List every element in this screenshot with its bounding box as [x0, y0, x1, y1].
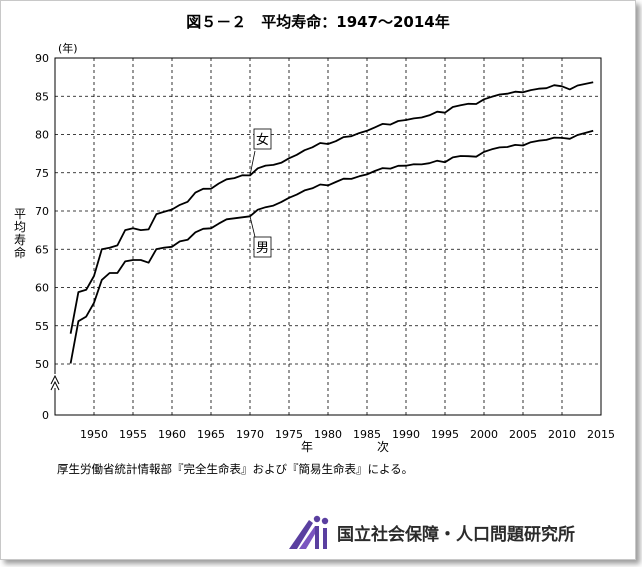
x-tick-label: 1960 — [158, 428, 186, 441]
series-callouts: 女男 — [249, 128, 272, 258]
x-tick-label: 1990 — [392, 428, 420, 441]
y-tick-label: 75 — [35, 167, 49, 180]
axes — [50, 57, 602, 416]
plot-frame — [54, 57, 602, 416]
y-tick-label: 70 — [35, 205, 49, 218]
x-axis-label: 年 次 — [301, 440, 416, 454]
callout-box-male — [253, 236, 272, 258]
x-tick-label: 1955 — [119, 428, 147, 441]
y-axis-label: 平均寿命 — [13, 207, 26, 260]
ipss-logo-icon — [289, 515, 329, 549]
y-tick-label: 65 — [35, 243, 49, 256]
x-tick-label: 1995 — [431, 428, 459, 441]
x-tick-label: 1985 — [353, 428, 381, 441]
x-tick-label: 1950 — [80, 428, 108, 441]
grid-lines — [55, 58, 601, 415]
institute-logo: 国立社会保障・人口問題研究所 — [287, 512, 575, 552]
line-chart: 1950 1955 1960 1965 1970 1975 1980 1985 1990 1995… — [35, 41, 615, 441]
y-tick-label-zero: 0 — [42, 409, 49, 422]
y-tick-label: 90 — [35, 52, 49, 65]
x-tick-label: 1970 — [236, 428, 264, 441]
x-tick-label: 1980 — [314, 428, 342, 441]
x-tick-label: 2005 — [509, 428, 537, 441]
y-tick-label: 55 — [35, 320, 49, 333]
callout-box-female — [253, 128, 272, 150]
series-line-female — [69, 81, 594, 334]
x-tick-label: 1965 — [197, 428, 225, 441]
source-note: 厚生労働省統計情報部『完全生命表』および『簡易生命表』による。 — [57, 462, 414, 476]
callout-leader-male — [249, 216, 256, 238]
y-tick-label: 80 — [35, 129, 49, 142]
tick-labels: 1950 1955 1960 1965 1970 1975 1980 1985 1990 1995… — [35, 41, 615, 441]
y-tick-label: 50 — [35, 358, 49, 371]
y-unit-label: (年) — [58, 41, 78, 55]
y-tick-label: 85 — [35, 90, 49, 103]
figure-frame: 図５－２ 平均寿命：1947～2014年 平均寿命 1950 1955 1960 19… — [0, 0, 636, 560]
institute-name: 国立社会保障・人口問題研究所 — [337, 524, 575, 545]
series-line-male — [69, 129, 594, 364]
chart-title: 図５－２ 平均寿命：1947～2014年 — [186, 13, 450, 31]
series-label-female: 女 — [256, 132, 269, 148]
y-tick-label: 60 — [35, 282, 49, 295]
axis-break-mark — [50, 374, 60, 385]
x-tick-label: 1975 — [275, 428, 303, 441]
series-lines — [69, 81, 594, 364]
callout-leader-female — [249, 150, 256, 176]
x-tick-label: 2015 — [587, 428, 615, 441]
x-tick-label: 2010 — [548, 428, 576, 441]
series-label-male: 男 — [256, 241, 269, 256]
axis-break-mark — [50, 380, 60, 391]
x-tick-label: 2000 — [470, 428, 498, 441]
